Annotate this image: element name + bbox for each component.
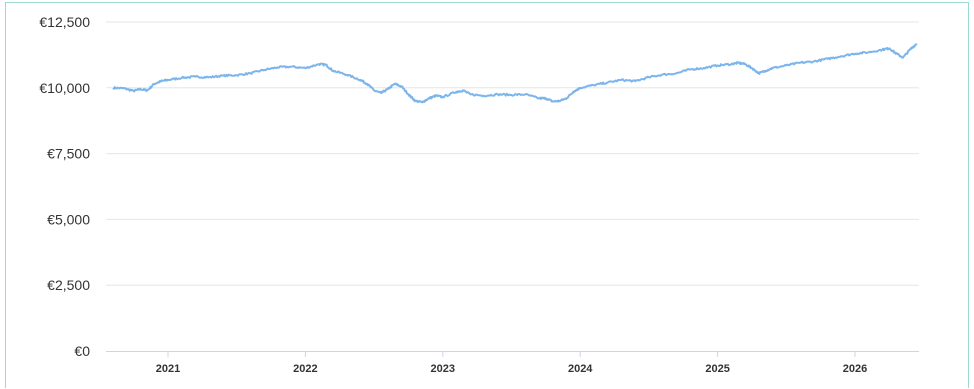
- grid-lines: [106, 21, 919, 286]
- chart-frame: [5, 2, 969, 388]
- y-tick-label: €5,000: [47, 211, 90, 227]
- y-axis: €0 €2,500 €5,000 €7,500 €10,000 €12,500: [39, 14, 90, 359]
- x-tick-label: 2023: [431, 363, 455, 375]
- x-tick-label: 2021: [156, 363, 180, 375]
- y-tick-label: €2,500: [47, 277, 90, 293]
- x-tick-label: 2025: [705, 363, 729, 375]
- y-tick-label: €10,000: [39, 80, 90, 96]
- x-tick-label: 2024: [568, 363, 593, 375]
- series-line: [112, 43, 918, 104]
- x-tick-label: 2022: [293, 363, 317, 375]
- x-axis: 2021 2022 2023 2024 2025 2026: [156, 351, 867, 375]
- x-tick-label: 2026: [843, 363, 867, 375]
- y-tick-label: €12,500: [39, 14, 90, 30]
- y-tick-label: €0: [74, 343, 90, 359]
- y-tick-label: €7,500: [47, 146, 90, 162]
